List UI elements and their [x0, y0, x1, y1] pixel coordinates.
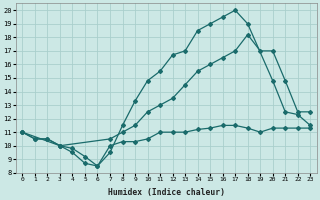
X-axis label: Humidex (Indice chaleur): Humidex (Indice chaleur): [108, 188, 225, 197]
